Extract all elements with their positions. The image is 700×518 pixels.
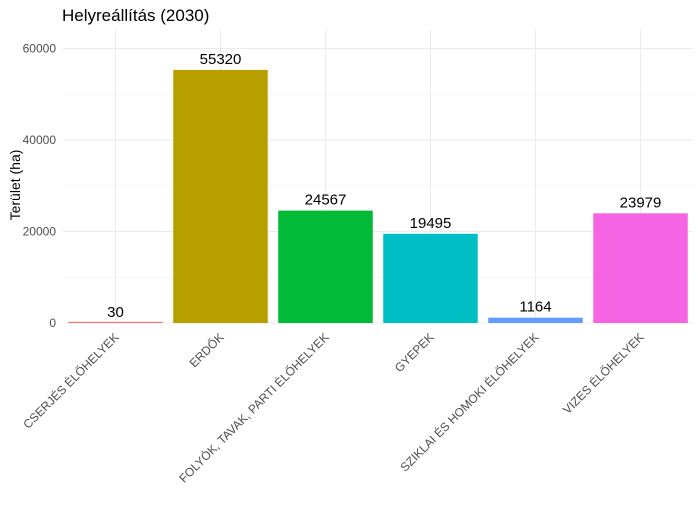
bars <box>68 69 688 323</box>
bar <box>383 233 478 323</box>
data-labels: 30 55320 24567 19495 1164 23979 <box>107 51 661 321</box>
bar <box>68 321 163 323</box>
bar <box>173 69 268 323</box>
y-tick-label: 0 <box>49 316 56 330</box>
bar <box>488 317 583 323</box>
x-tick-label: ERDŐK <box>186 330 227 371</box>
x-tick-label: GYEPEK <box>392 330 437 375</box>
bar <box>278 210 373 323</box>
data-label: 55320 <box>200 51 242 68</box>
data-label: 24567 <box>305 192 347 209</box>
y-tick-label: 20000 <box>23 225 57 239</box>
data-label: 23979 <box>620 194 662 211</box>
y-tick-labels: 0 20000 40000 60000 <box>23 42 57 331</box>
data-label: 1164 <box>519 299 551 316</box>
data-label: 19495 <box>410 215 452 232</box>
y-tick-label: 40000 <box>23 133 57 147</box>
x-tick-label: VIZES ÉLŐHELYEK <box>559 330 646 417</box>
chart-title: Helyreállítás (2030) <box>62 6 209 25</box>
bar <box>593 213 688 323</box>
y-axis-label: Terület (ha) <box>7 150 23 221</box>
data-label: 30 <box>107 304 124 321</box>
y-tick-label: 60000 <box>23 42 57 56</box>
x-tick-label: CSERJÉS ÉLŐHELYEK <box>20 330 122 432</box>
